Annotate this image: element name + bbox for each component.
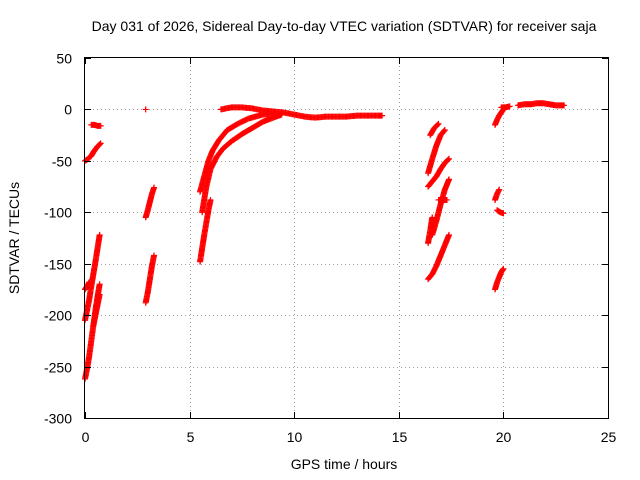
data-point xyxy=(96,231,103,238)
data-point xyxy=(443,196,450,203)
y-tick-label: -250 xyxy=(44,360,72,376)
data-point xyxy=(506,103,513,110)
data-point xyxy=(496,186,503,193)
x-tick-label: 20 xyxy=(496,429,512,445)
data-point xyxy=(434,121,441,128)
data-point xyxy=(97,122,104,129)
data-point xyxy=(429,214,436,221)
data-point xyxy=(151,184,158,191)
y-tick-label: -300 xyxy=(44,411,72,427)
chart-title: Day 031 of 2026, Sidereal Day-to-day VTE… xyxy=(92,18,597,34)
x-axis-label: GPS time / hours xyxy=(291,456,398,472)
data-point xyxy=(441,127,448,133)
data-point xyxy=(441,127,448,134)
y-tick-label: 0 xyxy=(64,102,72,118)
data-point xyxy=(446,176,453,183)
data-point xyxy=(435,120,442,127)
data-point xyxy=(379,112,386,119)
data-point xyxy=(142,106,149,113)
tick-layer: 0 5 10 15 20 25 -300 -250 -200 -150 -100 -50 0 50 xyxy=(44,51,617,446)
y-axis-label: SDTVAR / TECUs xyxy=(6,182,22,294)
y-tick-label: -50 xyxy=(52,154,72,170)
data-point xyxy=(446,231,453,238)
x-tick-label: 10 xyxy=(287,429,303,445)
data-point xyxy=(96,291,103,298)
data-point xyxy=(561,102,568,109)
y-tick-label: -150 xyxy=(44,257,72,273)
x-tick-label: 25 xyxy=(601,429,617,445)
data-point xyxy=(446,155,453,162)
data-point xyxy=(207,196,214,203)
data-point xyxy=(151,252,158,259)
data-point xyxy=(96,141,103,148)
x-tick-label: 5 xyxy=(187,429,195,445)
data-point xyxy=(445,156,452,163)
x-tick-label: 15 xyxy=(392,429,408,445)
x-tick-label: 0 xyxy=(82,429,90,445)
plot-frame xyxy=(84,57,609,419)
data-point xyxy=(500,265,507,272)
data-point xyxy=(500,210,507,217)
grid-layer xyxy=(85,58,608,418)
data-points xyxy=(82,100,568,382)
data-point xyxy=(97,140,104,147)
y-tick-label: 50 xyxy=(56,51,72,67)
y-tick-label: -200 xyxy=(44,308,72,324)
y-tick-label: -100 xyxy=(44,205,72,221)
data-point xyxy=(96,281,103,288)
